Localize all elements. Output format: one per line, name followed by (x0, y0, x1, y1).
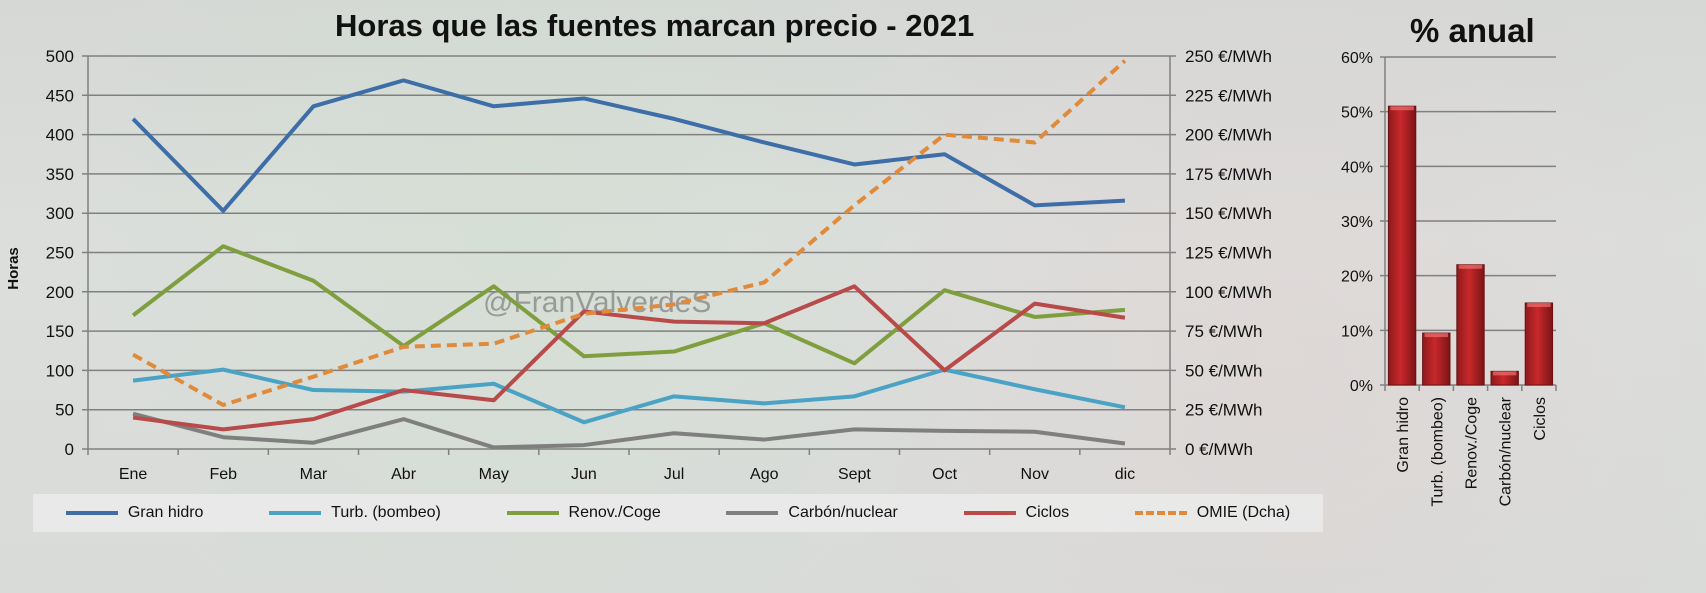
y-tick-label: 250 (46, 244, 74, 263)
y-tick-label: 450 (46, 86, 74, 105)
chart-title: Horas que las fuentes marcan precio - 20… (335, 8, 975, 43)
series-line-gran-hidro (131, 78, 1126, 213)
y2-tick-label: 225 €/MWh (1185, 86, 1272, 105)
legend-swatch (65, 511, 118, 515)
x-tick-label: Nov (1021, 466, 1049, 483)
bar-x-tick-label: Carbón/nuclear (1498, 396, 1515, 506)
bar-highlight (1493, 371, 1517, 376)
legend-label: Carbón/nuclear (788, 504, 898, 521)
x-tick-label: Sept (838, 466, 871, 483)
y-tick-label: 200 (46, 283, 74, 302)
series-line-carb-n-nuclear (132, 411, 1126, 450)
y-tick-label: 0 (65, 440, 74, 459)
legend-label: OMIE (Dcha) (1196, 504, 1291, 521)
bar-x-tick-label: Ciclos (1532, 397, 1549, 441)
x-tick-label: May (479, 466, 509, 483)
bar-y-tick-label: 60% (1341, 50, 1373, 67)
bar-turb-bombeo (1422, 332, 1451, 386)
y2-tick-label: 200 €/MWh (1185, 126, 1272, 145)
y-tick-label: 350 (46, 165, 74, 184)
y2-tick-label: 75 €/MWh (1185, 322, 1262, 341)
legend-label: Ciclos (1025, 504, 1070, 521)
bar-y-tick-label: 50% (1341, 105, 1373, 122)
legend-label: Renov./Coge (568, 504, 661, 521)
bar-ciclos (1524, 302, 1554, 386)
bar-highlight (1390, 106, 1414, 111)
series-line-renov-coge (131, 244, 1126, 366)
legend-swatch (726, 511, 779, 515)
legend-label: Gran hidro (127, 504, 204, 521)
x-tick-label: Jun (571, 466, 597, 483)
x-tick-label: Feb (209, 466, 237, 483)
y2-tick-label: 50 €/MWh (1185, 361, 1262, 380)
y2-tick-label: 125 €/MWh (1185, 244, 1272, 263)
legend-item: Ciclos (963, 504, 1070, 522)
bar-x-tick-label: Gran hidro (1395, 397, 1412, 473)
bar-renov-coge (1456, 264, 1485, 386)
y2-tick-label: 100 €/MWh (1185, 283, 1272, 302)
y2-tick-label: 0 €/MWh (1185, 440, 1253, 459)
y-tick-label: 500 (46, 47, 74, 66)
x-tick-label: Mar (300, 466, 328, 483)
y-tick-label: 100 (46, 361, 74, 380)
y-tick-label: 150 (46, 322, 74, 341)
legend-item: Gran hidro (65, 504, 204, 522)
legend-swatch (963, 511, 1016, 515)
y-tick-label: 400 (46, 126, 74, 145)
series-line-omie-dcha (132, 59, 1127, 407)
series-line-ciclos (132, 284, 1126, 432)
x-tick-label: Ene (119, 466, 148, 483)
legend-item: OMIE (Dcha) (1134, 504, 1291, 522)
bar-gran-hidro (1387, 105, 1417, 386)
x-tick-label: dic (1115, 466, 1135, 483)
x-tick-label: Abr (391, 466, 417, 483)
bar-y-tick-label: 0% (1350, 378, 1373, 395)
bar-chart-title: % anual (1410, 12, 1535, 49)
y2-tick-label: 175 €/MWh (1185, 165, 1272, 184)
x-tick-label: Jul (664, 466, 684, 483)
y-tick-label: 50 (55, 401, 74, 420)
y2-tick-label: 25 €/MWh (1185, 401, 1262, 420)
y2-tick-label: 250 €/MWh (1185, 47, 1272, 66)
legend: Gran hidro Turb. (bombeo) Renov./Coge Carbó… (33, 494, 1323, 532)
bar-highlight (1527, 303, 1551, 307)
legend-label: Turb. (bombeo) (331, 504, 441, 521)
series-line-turb-bombeo (132, 367, 1126, 425)
x-tick-label: Oct (932, 466, 957, 483)
legend-swatch (506, 511, 559, 515)
legend-swatch (269, 511, 322, 515)
x-tick-label: Ago (750, 466, 779, 483)
y-tick-label: 300 (46, 204, 74, 223)
bar-x-tick-label: Turb. (bombeo) (1429, 397, 1446, 507)
legend-swatch (1134, 511, 1187, 515)
y2-tick-label: 150 €/MWh (1185, 204, 1272, 223)
bar-y-tick-label: 30% (1341, 214, 1373, 231)
bar-y-tick-label: 20% (1341, 269, 1373, 286)
bar-y-tick-label: 10% (1341, 323, 1373, 340)
legend-item: Turb. (bombeo) (269, 504, 441, 522)
legend-item: Renov./Coge (506, 504, 661, 522)
bar-highlight (1458, 264, 1483, 269)
bar-highlight (1424, 333, 1448, 338)
bar-x-tick-label: Renov./Coge (1464, 397, 1481, 489)
legend-item: Carbón/nuclear (726, 504, 898, 522)
bar-y-tick-label: 40% (1341, 159, 1373, 176)
